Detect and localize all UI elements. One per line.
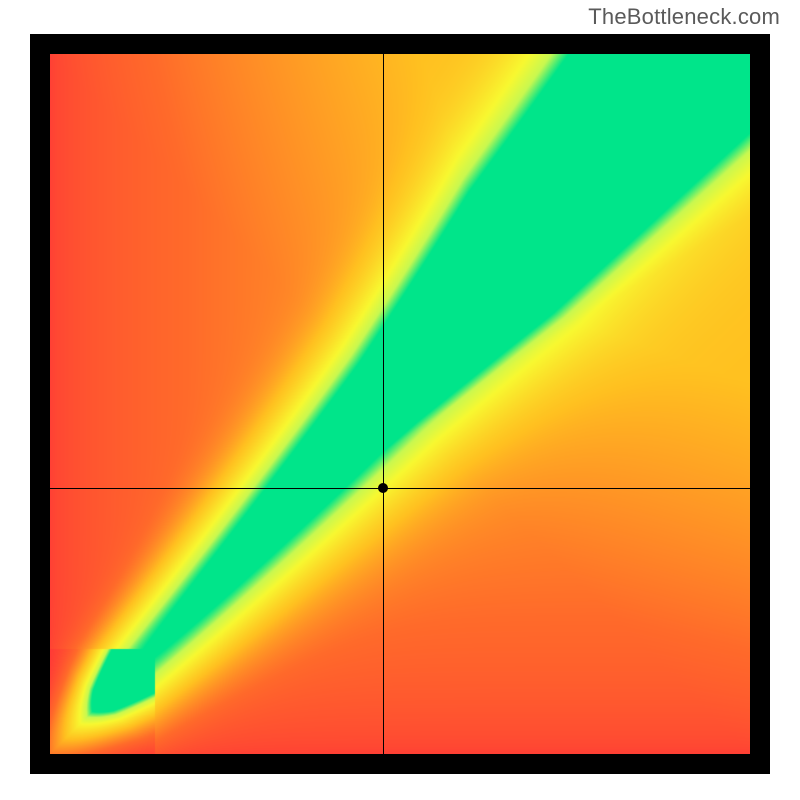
- plot-area: [50, 54, 750, 754]
- chart-container: TheBottleneck.com: [0, 0, 800, 800]
- watermark-label: TheBottleneck.com: [588, 4, 780, 30]
- chart-outer-frame: [30, 34, 770, 774]
- heatmap-canvas: [50, 54, 750, 754]
